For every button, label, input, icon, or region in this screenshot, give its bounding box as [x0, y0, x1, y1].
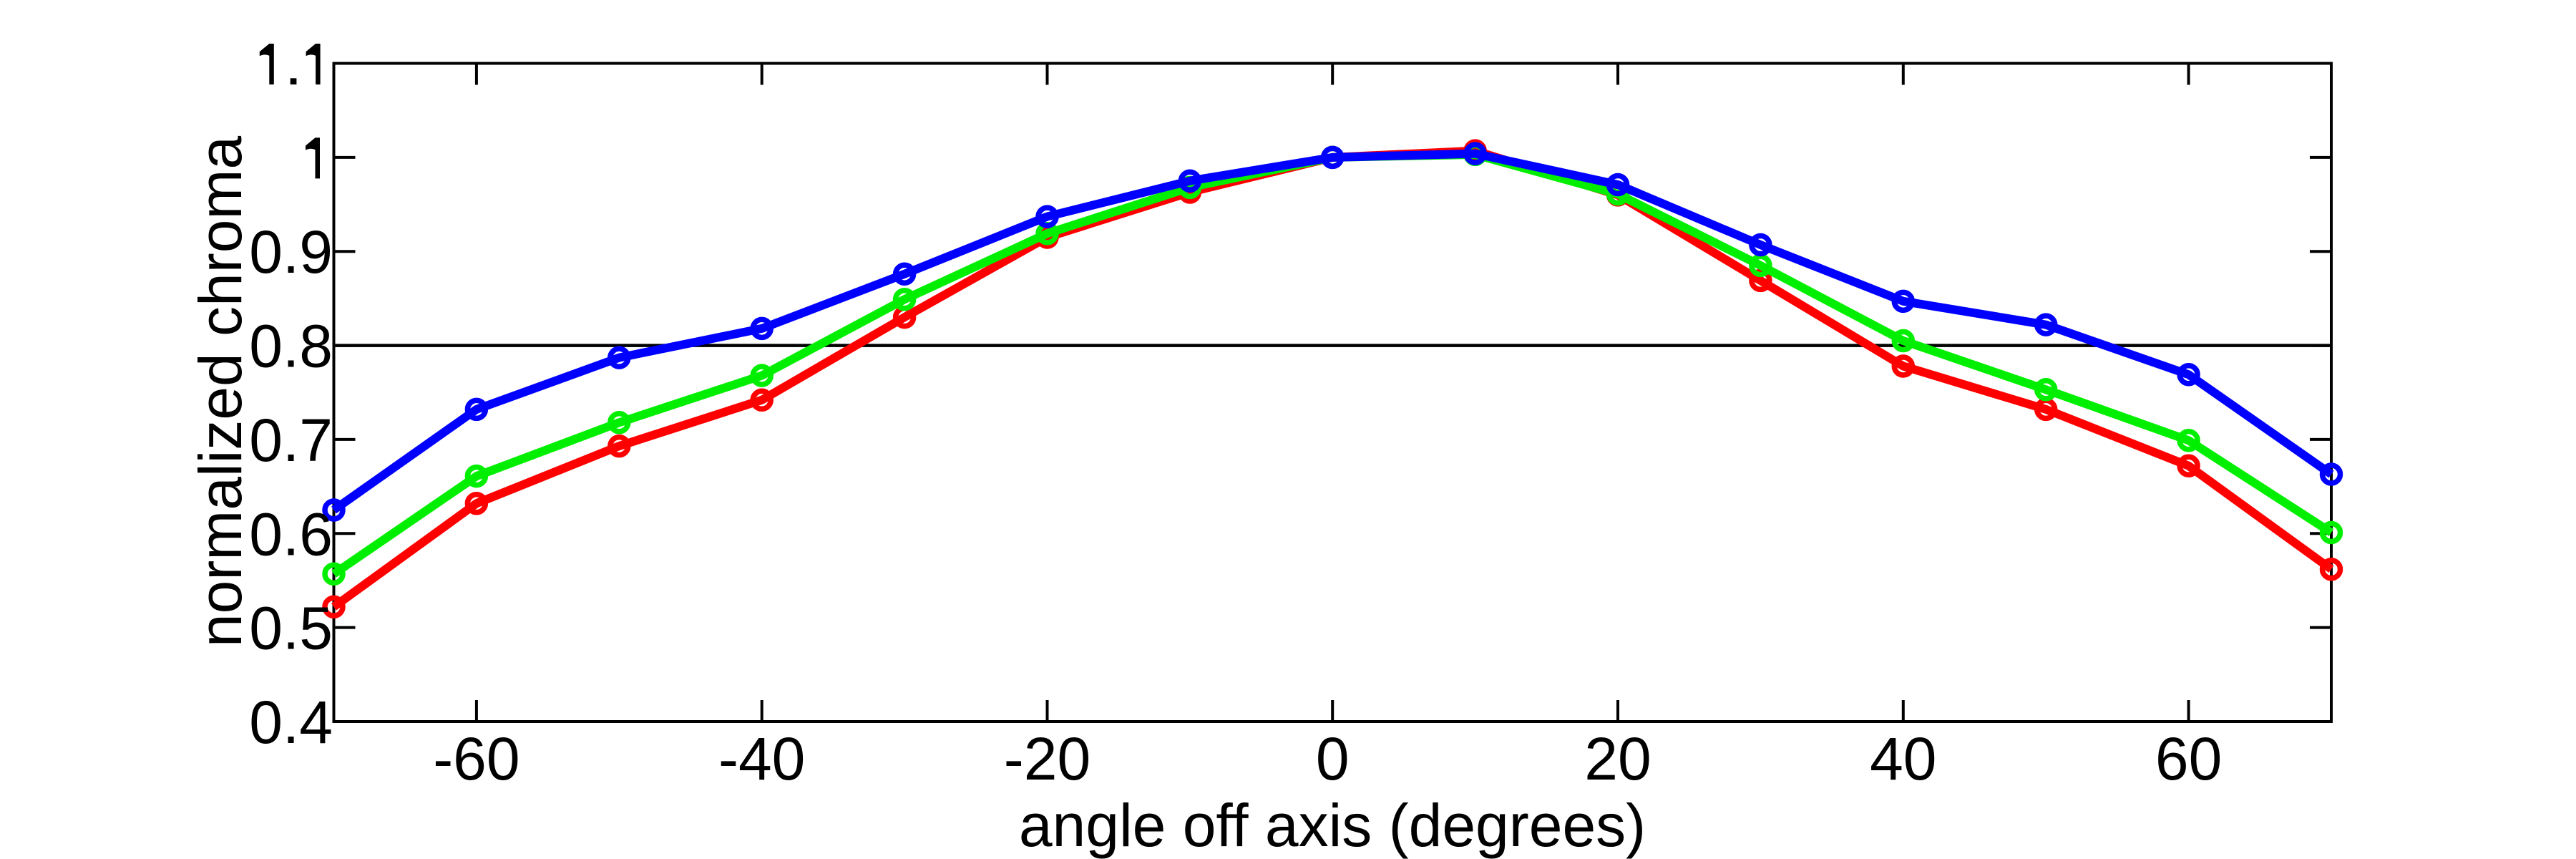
svg-text:0.6: 0.6 [249, 500, 333, 568]
svg-text:0.8: 0.8 [249, 313, 333, 380]
svg-text:0.7: 0.7 [249, 407, 333, 474]
svg-text:0.9: 0.9 [249, 218, 333, 286]
svg-text:0.4: 0.4 [249, 689, 333, 756]
svg-text:60: 60 [2155, 725, 2222, 792]
svg-text:-20: -20 [1004, 725, 1091, 792]
svg-text:0: 0 [1316, 725, 1350, 792]
svg-text:20: 20 [1584, 725, 1651, 792]
svg-text:normalized chroma: normalized chroma [187, 136, 254, 648]
svg-text:-60: -60 [433, 725, 519, 792]
svg-text:angle off axis (degrees): angle off axis (degrees) [1019, 792, 1646, 859]
svg-text:-40: -40 [718, 725, 805, 792]
svg-text:40: 40 [1870, 725, 1936, 792]
svg-text:0.5: 0.5 [249, 595, 333, 662]
